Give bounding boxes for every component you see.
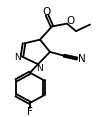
Text: N: N [36, 64, 42, 73]
Text: N: N [78, 55, 86, 64]
Text: O: O [42, 7, 50, 17]
Text: N: N [14, 53, 20, 62]
Text: O: O [66, 16, 74, 26]
Text: F: F [27, 107, 33, 117]
